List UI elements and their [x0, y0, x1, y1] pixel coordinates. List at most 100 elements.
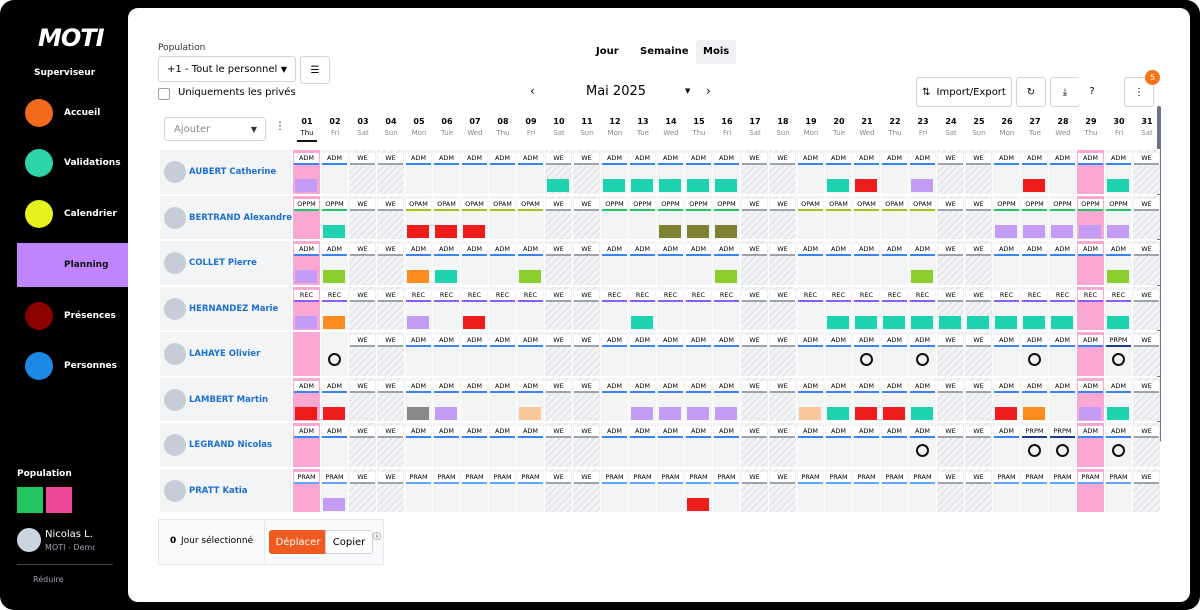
shift-code[interactable]: ADM [826, 153, 851, 165]
shift-code[interactable]: WE [938, 380, 963, 393]
shift-code[interactable]: ADM [658, 153, 683, 165]
nav-icon[interactable] [25, 302, 53, 330]
shift-code[interactable]: WE [378, 471, 403, 484]
shift-code[interactable]: ADM [462, 153, 487, 165]
activity-block[interactable] [463, 224, 485, 238]
shift-code[interactable]: WE [546, 289, 571, 302]
population-chip[interactable] [46, 487, 72, 513]
shift-code[interactable]: ADM [854, 153, 879, 165]
activity-block[interactable] [715, 179, 737, 192]
shift-code[interactable]: WE [546, 153, 571, 165]
employee-name[interactable]: LAMBERT Martin [189, 394, 269, 405]
nav-icon[interactable] [25, 251, 53, 279]
employee-name[interactable]: HERNANDEZ Marie [189, 303, 279, 314]
nav-item[interactable]: Planning [64, 260, 109, 270]
activity-block[interactable] [323, 406, 345, 420]
shift-code[interactable]: ADM [1078, 244, 1103, 256]
shift-code[interactable]: ADM [630, 380, 655, 393]
shift-code[interactable]: WE [938, 426, 963, 438]
shift-code[interactable]: ADM [686, 335, 711, 347]
activity-block[interactable] [323, 270, 345, 283]
employee-name[interactable]: LEGRAND Nicolas [189, 440, 273, 450]
shift-code[interactable]: ADM [714, 426, 739, 438]
shift-code[interactable]: REC [1078, 289, 1103, 302]
population-select[interactable]: +1 - Tout le personnel ▼ [158, 56, 296, 82]
employee-name[interactable]: BERTRAND Alexandre [189, 212, 293, 223]
shift-code[interactable]: ADM [518, 426, 543, 438]
shift-code[interactable]: ADM [910, 244, 935, 256]
shift-code[interactable]: ADM [1106, 244, 1131, 256]
activity-block[interactable] [883, 406, 905, 420]
shift-code[interactable]: PRAM [658, 471, 683, 484]
shift-code[interactable]: WE [742, 471, 767, 484]
shift-code[interactable]: ADM [518, 153, 543, 165]
shift-code[interactable]: ADM [406, 335, 431, 347]
shift-code[interactable]: WE [1134, 426, 1159, 438]
shift-code[interactable]: ADM [714, 380, 739, 393]
shift-code[interactable]: OPAM [854, 198, 879, 211]
activity-block[interactable] [435, 270, 457, 283]
prev-month[interactable]: ‹ [530, 84, 535, 98]
shift-code[interactable]: ADM [630, 426, 655, 438]
shift-code[interactable]: REC [714, 289, 739, 302]
activity-block[interactable] [687, 406, 709, 420]
shift-code[interactable]: ADM [1022, 380, 1047, 393]
shift-code[interactable]: WE [938, 244, 963, 256]
shift-code[interactable]: PRAM [798, 471, 823, 484]
activity-block[interactable] [1107, 406, 1129, 420]
activity-block[interactable] [967, 315, 989, 329]
shift-code[interactable]: ADM [490, 335, 515, 347]
activity-block[interactable] [911, 406, 933, 420]
nav-item[interactable]: Personnes [64, 361, 117, 371]
add-select[interactable]: Ajouter ▼ [164, 117, 266, 141]
activity-block[interactable] [603, 179, 625, 192]
shift-code[interactable]: REC [1050, 289, 1075, 302]
shift-code[interactable]: ADM [602, 244, 627, 256]
shift-code[interactable]: ADM [882, 335, 907, 347]
info-icon[interactable]: ⓘ [373, 532, 381, 541]
shift-code[interactable]: ADM [910, 426, 935, 438]
download[interactable]: ⤓ [1050, 77, 1080, 107]
shift-code[interactable]: ADM [630, 335, 655, 347]
shift-code[interactable]: PRAM [406, 471, 431, 484]
shift-code[interactable]: PRAM [1022, 471, 1047, 484]
shift-code[interactable]: REC [854, 289, 879, 302]
shift-code[interactable]: PRAM [714, 471, 739, 484]
shift-code[interactable]: ADM [658, 244, 683, 256]
shift-code[interactable]: ADM [1022, 335, 1047, 347]
activity-block[interactable] [407, 270, 429, 283]
role[interactable]: Superviseur [34, 68, 96, 78]
shift-code[interactable]: WE [770, 198, 795, 211]
shift-code[interactable]: WE [938, 471, 963, 484]
shift-code[interactable]: WE [350, 471, 375, 484]
shift-code[interactable]: PRAM [602, 471, 627, 484]
shift-code[interactable]: ADM [1106, 426, 1131, 438]
shift-code[interactable]: ADM [602, 335, 627, 347]
activity-block[interactable] [295, 315, 317, 329]
activity-block[interactable] [1107, 270, 1129, 283]
shift-code[interactable]: OPAM [434, 198, 459, 211]
shift-code[interactable]: OPPM [1050, 198, 1075, 211]
activity-block[interactable] [911, 270, 933, 283]
shift-code[interactable]: ADM [798, 244, 823, 256]
move-button[interactable]: Déplacer [269, 530, 327, 554]
shift-code[interactable]: WE [546, 335, 571, 347]
shift-code[interactable]: WE [574, 289, 599, 302]
shift-code[interactable]: ADM [826, 380, 851, 393]
shift-code[interactable]: ADM [826, 244, 851, 256]
shift-code[interactable]: ADM [1078, 335, 1103, 347]
shift-code[interactable]: ADM [994, 153, 1019, 165]
shift-code[interactable]: ADM [1050, 153, 1075, 165]
shift-code[interactable]: REC [434, 289, 459, 302]
employee-name[interactable]: AUBERT Catherine [189, 167, 277, 177]
activity-block[interactable] [323, 224, 345, 238]
shift-code[interactable]: ADM [490, 426, 515, 438]
shift-code[interactable]: PRAM [826, 471, 851, 484]
shift-code[interactable]: REC [490, 289, 515, 302]
shift-code[interactable]: ADM [294, 244, 319, 256]
activity-block[interactable] [407, 224, 429, 238]
shift-code[interactable]: WE [574, 153, 599, 165]
shift-code[interactable]: ADM [798, 380, 823, 393]
shift-code[interactable]: WE [574, 244, 599, 256]
shift-code[interactable]: ADM [602, 153, 627, 165]
